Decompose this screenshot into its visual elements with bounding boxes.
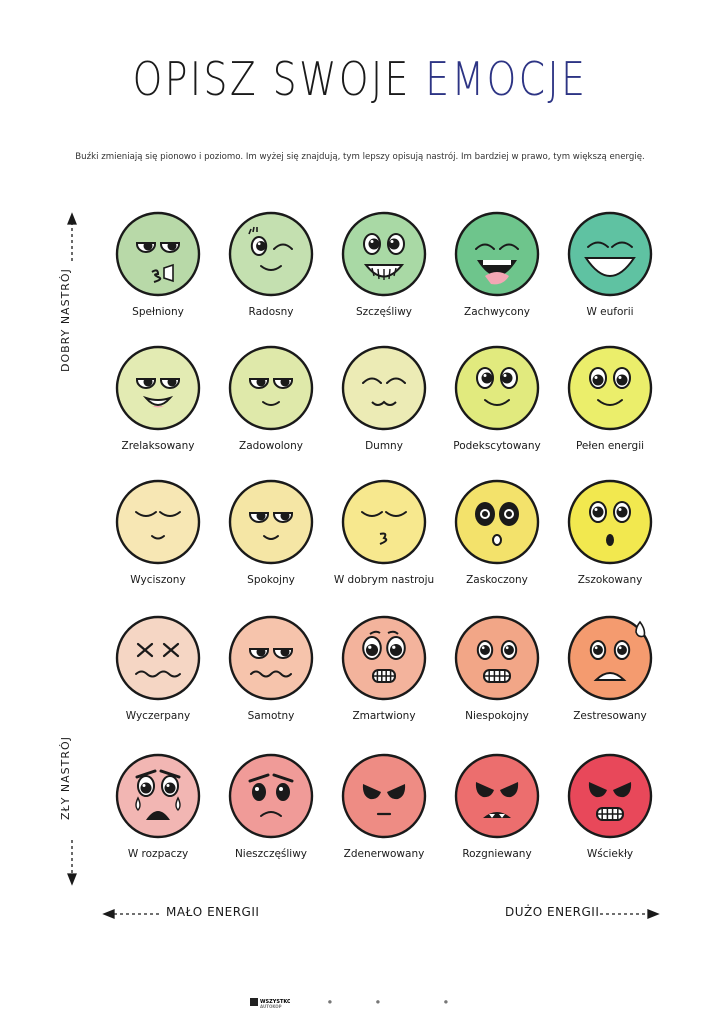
emotion-cell: Zszokowany bbox=[555, 478, 665, 608]
emotion-cell: Spełniony bbox=[103, 210, 213, 340]
emotion-face-icon bbox=[329, 344, 439, 432]
emotion-face-icon bbox=[103, 478, 213, 566]
emotion-label: Niespokojny bbox=[465, 710, 529, 722]
emotion-label: W rozpaczy bbox=[127, 848, 189, 860]
emotion-cell: W euforii bbox=[555, 210, 665, 340]
axis-label-high-energy: DUŻO ENERGII bbox=[505, 905, 600, 919]
emotion-face-icon bbox=[442, 478, 552, 566]
emotion-cell: Rozgniewany bbox=[442, 752, 552, 882]
emotion-face-icon bbox=[555, 478, 665, 566]
page-title: OPISZ SWOJE EMOCJE bbox=[65, 52, 655, 106]
emotion-cell: Zrelaksowany bbox=[103, 344, 213, 474]
emotion-cell: Zmartwiony bbox=[329, 614, 439, 744]
emotion-label: W euforii bbox=[586, 306, 634, 318]
emotion-face-icon bbox=[555, 210, 665, 298]
emotion-face-icon bbox=[216, 752, 326, 840]
subtitle: Buźki zmieniają się pionowo i poziomo. I… bbox=[75, 152, 645, 162]
emotion-face-icon bbox=[442, 752, 552, 840]
emotion-label: Zdenerwowany bbox=[343, 848, 425, 860]
emotion-cell: Szczęśliwy bbox=[329, 210, 439, 340]
emotion-face-icon bbox=[329, 210, 439, 298]
emotion-face-icon bbox=[103, 752, 213, 840]
emotion-cell: Nieszczęśliwy bbox=[216, 752, 326, 882]
emotion-face-icon bbox=[103, 344, 213, 432]
emotion-cell: Dumny bbox=[329, 344, 439, 474]
emotion-label: Rozgniewany bbox=[462, 848, 532, 860]
emotion-face-icon bbox=[329, 478, 439, 566]
axis-label-low-energy: MAŁO ENERGII bbox=[166, 905, 260, 919]
axis-label-good-mood: DOBRY NASTRÓJ bbox=[59, 268, 72, 372]
emotion-cell: Niespokojny bbox=[442, 614, 552, 744]
emotion-face-icon bbox=[442, 614, 552, 702]
svg-text:WSZYSTKO: WSZYSTKO bbox=[260, 999, 290, 1005]
emotion-cell: Zestresowany bbox=[555, 614, 665, 744]
emotion-face-icon bbox=[555, 614, 665, 702]
emotion-face-icon bbox=[555, 344, 665, 432]
emotion-label: Dumny bbox=[365, 440, 403, 452]
emotion-cell: Zdenerwowany bbox=[329, 752, 439, 882]
emotion-cell: Wyciszony bbox=[103, 478, 213, 608]
footer-logo: WSZYSTKO AUTOKOP bbox=[250, 996, 291, 1012]
emotion-label: Zmartwiony bbox=[352, 710, 416, 722]
emotion-face-icon bbox=[442, 210, 552, 298]
emotion-cell: Spokojny bbox=[216, 478, 326, 608]
emotion-label: Zachwycony bbox=[464, 306, 530, 318]
emotion-cell: Wściekły bbox=[555, 752, 665, 882]
emotion-label: Zaskoczony bbox=[466, 574, 528, 586]
svg-text:AUTOKOP: AUTOKOP bbox=[260, 1004, 282, 1009]
emotion-face-icon bbox=[103, 210, 213, 298]
emotion-label: Szczęśliwy bbox=[355, 306, 413, 318]
emotion-cell: Pełen energii bbox=[555, 344, 665, 474]
emotion-cell: Zaskoczony bbox=[442, 478, 552, 608]
emotion-label: Zszokowany bbox=[577, 574, 643, 586]
emotion-label: Spokojny bbox=[247, 574, 295, 586]
emotion-label: W dobrym nastroju bbox=[333, 574, 435, 586]
emotion-cell: Radosny bbox=[216, 210, 326, 340]
footer: WSZYSTKO AUTOKOP ● ● ● bbox=[250, 996, 550, 1010]
emotion-label: Zadowolony bbox=[239, 440, 303, 452]
emotion-cell: Samotny bbox=[216, 614, 326, 744]
emotion-label: Podekscytowany bbox=[453, 440, 541, 452]
emotion-face-icon bbox=[216, 614, 326, 702]
emotion-face-icon bbox=[442, 344, 552, 432]
emotion-face-icon bbox=[555, 752, 665, 840]
emotion-cell: Wyczerpany bbox=[103, 614, 213, 744]
emotion-face-icon bbox=[103, 614, 213, 702]
axis-label-bad-mood: ZŁY NASTRÓJ bbox=[59, 736, 72, 820]
title-part-1: OPISZ SWOJE bbox=[132, 52, 411, 106]
emotion-label: Pełen energii bbox=[575, 440, 645, 452]
emotion-cell: Zachwycony bbox=[442, 210, 552, 340]
title-part-2: EMOCJE bbox=[425, 52, 588, 106]
emotion-face-icon bbox=[216, 344, 326, 432]
emotion-face-icon bbox=[216, 478, 326, 566]
emotion-label: Wściekły bbox=[586, 848, 634, 860]
emotion-cell: W dobrym nastroju bbox=[329, 478, 439, 608]
emotion-label: Radosny bbox=[248, 306, 294, 318]
emotion-label: Zrelaksowany bbox=[121, 440, 195, 452]
emotion-label: Wyczerpany bbox=[125, 710, 191, 722]
emotion-label: Nieszczęśliwy bbox=[234, 848, 308, 860]
emotion-label: Wyciszony bbox=[130, 574, 186, 586]
emotion-label: Zestresowany bbox=[573, 710, 647, 722]
emotion-cell: Zadowolony bbox=[216, 344, 326, 474]
emotion-face-icon bbox=[216, 210, 326, 298]
emotion-cell: W rozpaczy bbox=[103, 752, 213, 882]
emotion-face-icon bbox=[329, 752, 439, 840]
emotion-face-icon bbox=[329, 614, 439, 702]
emotion-label: Samotny bbox=[247, 710, 295, 722]
emotion-cell: Podekscytowany bbox=[442, 344, 552, 474]
emotion-label: Spełniony bbox=[132, 306, 184, 318]
